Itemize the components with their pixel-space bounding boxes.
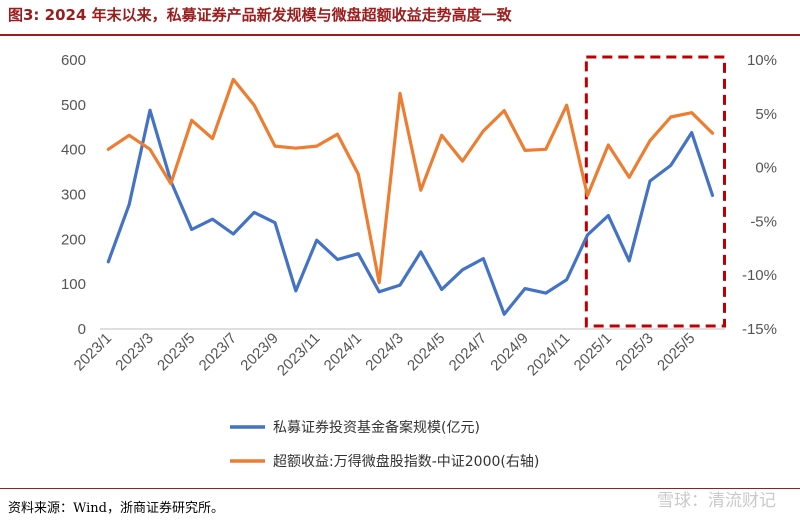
- y-left-tick-label: 100: [61, 276, 86, 293]
- x-tick-label: 2024/7: [446, 330, 490, 374]
- x-tick-label: 2023/11: [274, 330, 324, 380]
- x-tick-label: 2024/1: [321, 330, 365, 374]
- x-tick-label: 2023/3: [112, 330, 156, 374]
- series-line-fund-scale: [106, 108, 715, 316]
- y-right-tick-label: 0%: [755, 160, 777, 177]
- x-tick-label: 2024/11: [524, 330, 574, 380]
- x-tick-label: 2024/3: [362, 330, 406, 374]
- footer-rule: [0, 488, 800, 489]
- title-rule: [0, 34, 800, 36]
- y-left-tick-label: 500: [61, 97, 86, 114]
- highlight-box: [584, 55, 726, 328]
- y-left-tick-label: 600: [61, 52, 86, 69]
- y-right-tick-label: -10%: [742, 267, 777, 284]
- x-tick-label: 2025/1: [571, 330, 615, 374]
- y-right-tick-label: 10%: [747, 52, 777, 69]
- y-right-tick-label: 5%: [755, 106, 777, 123]
- x-tick-label: 2023/7: [196, 330, 240, 374]
- y-left-tick-label: 400: [61, 142, 86, 159]
- legend-label: 私募证券投资基金备案规模(亿元): [273, 419, 480, 436]
- legend-label: 超额收益:万得微盘股指数-中证2000(右轴): [273, 453, 539, 470]
- x-tick-label: 2025/5: [654, 330, 698, 374]
- x-tick-label: 2025/3: [612, 330, 656, 374]
- series-line-excess-return: [106, 77, 715, 285]
- y-right-tick-label: -5%: [750, 213, 777, 230]
- page-title: 图3: 2024 年末以来，私募证券产品新发规模与微盘超额收益走势高度一致: [8, 6, 512, 24]
- y-left-tick-label: 0: [78, 321, 86, 338]
- y-right-tick-label: -15%: [742, 321, 777, 338]
- y-left-tick-label: 300: [61, 187, 86, 204]
- x-tick-label: 2024/5: [404, 330, 448, 374]
- watermark-text: 雪球：清流财记: [657, 491, 776, 511]
- x-tick-label: 2023/5: [154, 330, 198, 374]
- y-left-tick-label: 200: [61, 231, 86, 248]
- source-note: 资料来源：Wind，浙商证券研究所。: [8, 501, 224, 516]
